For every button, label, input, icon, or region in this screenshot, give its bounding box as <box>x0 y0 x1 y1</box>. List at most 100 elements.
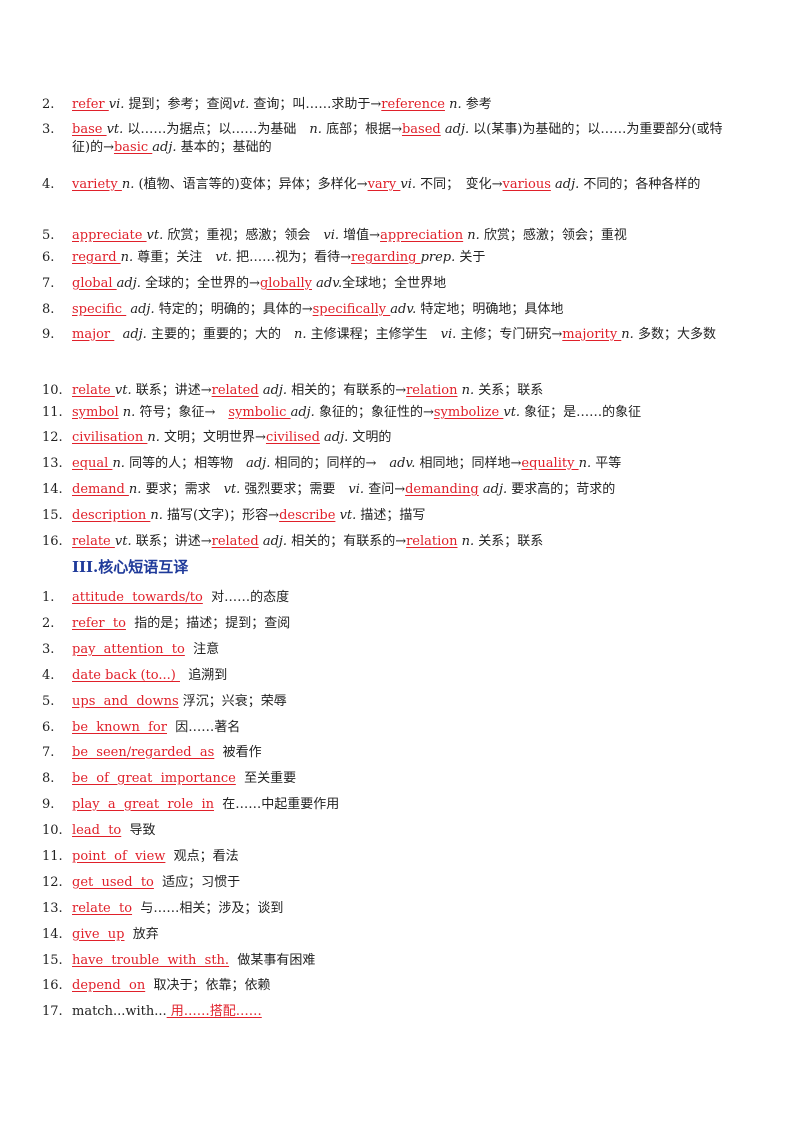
definition-text: 导致 <box>121 823 156 838</box>
part-of-speech: n. <box>449 97 462 112</box>
item-text: be seen/regarded as 被看作 <box>72 744 730 762</box>
item-text: major adj. 主要的；重要的；大的 n. 主修课程；主修学生 vi. 主… <box>72 326 730 344</box>
item-text: symbol n. 符号；象征→ symbolic adj. 象征的；象征性的→… <box>72 404 730 422</box>
part-of-speech: n. <box>467 228 480 243</box>
answer-fill: 用……搭配…… <box>166 1004 262 1019</box>
definition-text: 欣赏；重视；感激；领会 <box>163 228 324 243</box>
definition-text: match...with... <box>72 1004 167 1019</box>
part-of-speech: adj. <box>152 140 177 155</box>
item-number: 12. <box>42 875 63 890</box>
part-of-speech: n. <box>461 534 475 549</box>
definition-text: 不同的；各种各样的 <box>579 177 701 192</box>
part-of-speech: n. <box>293 327 307 342</box>
part-of-speech: n. <box>147 430 160 445</box>
definition-text: 追溯到 <box>179 668 228 683</box>
item-number: 15. <box>42 508 63 523</box>
part-of-speech: vi. <box>400 177 416 192</box>
item-text: civilisation n. 文明；文明世界→civilised adj. 文… <box>72 429 730 447</box>
item-text: lead to 导致 <box>72 822 730 840</box>
item-number: 13. <box>42 456 63 471</box>
part-of-speech: adj. <box>555 177 580 192</box>
part-of-speech: adj. <box>262 534 288 549</box>
list-item: 11. symbol n. 符号；象征→ symbolic adj. 象征的；象征… <box>0 404 730 422</box>
answer-fill: be known for <box>72 720 167 735</box>
definition-text: 特定地；明确地；具体地 <box>416 302 564 317</box>
definition-text: 以……为据点；以……为基础 <box>123 122 310 137</box>
item-text: be of great importance 至关重要 <box>72 770 730 788</box>
answer-fill: variety <box>72 177 122 192</box>
definition-text: 符号；象征→ <box>135 405 229 420</box>
item-text: refer vi. 提到；参考；查阅vt. 查询；叫……求助于→referenc… <box>72 96 730 114</box>
answer-fill: civilised <box>265 430 320 445</box>
list-item: 10. relate vt. 联系；讲述→related adj. 相关的；有联系… <box>0 378 730 403</box>
answer-fill: get used to <box>72 875 154 890</box>
definition-text: 放弃 <box>124 927 159 942</box>
list-item: 9. play a great role in 在……中起重要作用 <box>0 796 730 814</box>
list-item: 14. demand n. 要求；需求 vt. 强烈要求；需要 vi. 查问→de… <box>0 481 730 499</box>
answer-fill: relation <box>406 383 458 398</box>
item-text: ups and downs 浮沉；兴衰；荣辱 <box>72 693 730 711</box>
definition-text: 尊重；关注 <box>133 250 216 265</box>
definition-text: 浮沉；兴衰；荣辱 <box>178 694 287 709</box>
item-number: 8. <box>42 771 55 786</box>
answer-fill: demand <box>72 482 129 497</box>
part-of-speech: adj. <box>262 383 288 398</box>
list-item: 15. description n. 描写(文字)；形容→describe vt.… <box>0 507 730 525</box>
answer-fill: be seen/regarded as <box>72 745 215 760</box>
part-of-speech: n. <box>150 508 163 523</box>
definition-text: 增值→ <box>339 228 381 243</box>
definition-text: 欣赏；感激；领会；重视 <box>479 228 627 243</box>
item-number: 12. <box>42 430 63 445</box>
definition-text: 因……著名 <box>166 720 241 735</box>
part-of-speech: adj. <box>130 302 155 317</box>
definition-text: 多数；大多数 <box>633 327 716 342</box>
item-number: 13. <box>42 901 63 916</box>
definition-text: 描述；描写 <box>356 508 426 523</box>
list-item: 16. relate vt. 联系；讲述→related adj. 相关的；有联系… <box>0 533 730 551</box>
answer-fill: have trouble with sth. <box>72 953 230 968</box>
item-text: refer to 指的是；描述；提到；查阅 <box>72 615 730 633</box>
item-text: pay attention to 注意 <box>72 641 730 659</box>
answer-fill: regard <box>72 250 121 265</box>
list-item: 9. major adj. 主要的；重要的；大的 n. 主修课程；主修学生 vi.… <box>0 326 730 344</box>
item-text: attitude towards/to 对……的态度 <box>72 589 730 607</box>
answer-fill: related <box>211 534 259 549</box>
item-number: 1. <box>42 590 55 605</box>
part-of-speech: n. <box>122 405 136 420</box>
list-item: 1. attitude towards/to 对……的态度 <box>0 589 730 607</box>
definition-text: 全球地；全世界地 <box>342 276 447 291</box>
list-item: 13. equal n. 同等的人；相等物 adj. 相同的；同样的→ adv. … <box>0 455 730 473</box>
definition-text: 基本的；基础的 <box>176 140 272 155</box>
definition-text: 特定的；明确的；具体的→ <box>154 302 313 317</box>
answer-fill: relate to <box>72 901 133 916</box>
definition-text: 观点；看法 <box>165 849 239 864</box>
item-number: 11. <box>42 849 63 864</box>
answer-fill: specifically <box>312 302 391 317</box>
part-of-speech: vt. <box>339 508 357 523</box>
item-number: 16. <box>42 534 63 549</box>
answer-fill: vary <box>367 177 401 192</box>
definition-text: 与……相关；涉及；谈到 <box>132 901 284 916</box>
item-text: be known for 因……著名 <box>72 719 730 737</box>
item-number: 7. <box>42 745 55 760</box>
item-number: 9. <box>42 797 55 812</box>
answer-fill: base <box>72 122 107 137</box>
definition-text: 同等的人；相等物 <box>124 456 247 471</box>
definition-text: 相同的；同样的→ <box>270 456 390 471</box>
answer-fill: major <box>72 327 115 342</box>
definition-text: 联系；讲述→ <box>131 383 212 398</box>
definition-text: 至关重要 <box>235 771 297 786</box>
answer-fill: relate <box>72 383 115 398</box>
list-item: 5. ups and downs 浮沉；兴衰；荣辱 <box>0 693 730 711</box>
part-of-speech: adv. <box>316 276 343 291</box>
list-item: 15. have trouble with sth. 做某事有困难 <box>0 952 730 970</box>
list-item: 7. be seen/regarded as 被看作 <box>0 744 730 762</box>
part-of-speech: n. <box>309 122 322 137</box>
item-text: play a great role in 在……中起重要作用 <box>72 796 730 814</box>
item-text: description n. 描写(文字)；形容→describe vt. 描述… <box>72 507 730 525</box>
item-text: variety n. (植物、语言等的)变体；异体；多样化→vary vi. 不… <box>72 172 730 197</box>
definition-text: 主修课程；主修学生 <box>306 327 441 342</box>
answer-fill: specific <box>72 302 127 317</box>
definition-text: 不同； 变化→ <box>416 177 503 192</box>
part-of-speech: adj. <box>122 327 147 342</box>
